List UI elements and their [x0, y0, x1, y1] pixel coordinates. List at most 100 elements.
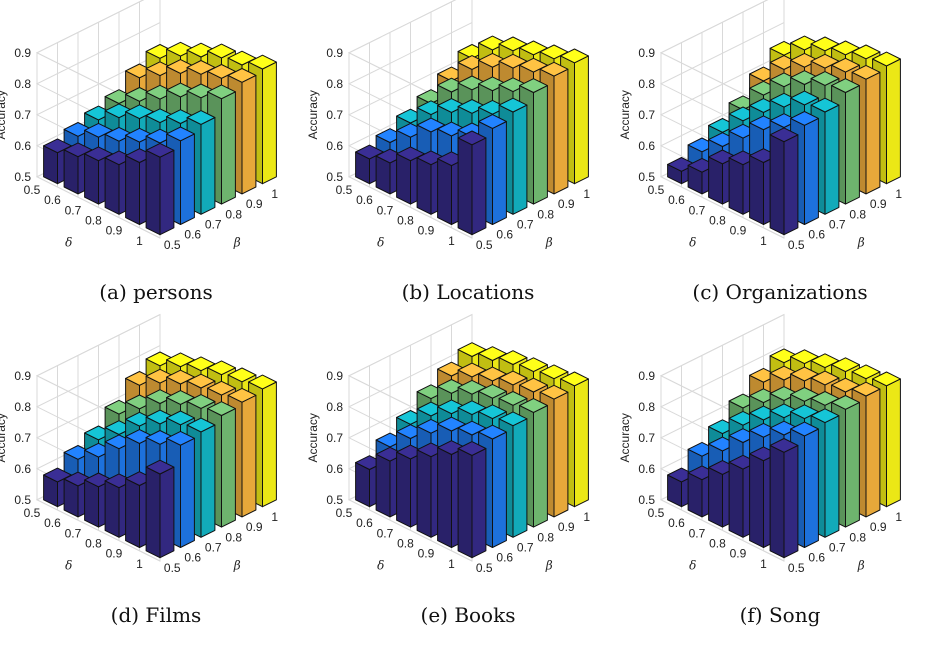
bar3d-chart-organizations: 0.50.60.70.80.9Accuracy10.90.80.70.60.5δ… [618, 0, 902, 252]
axes: 0.50.60.70.80.9Accuracy10.90.80.70.60.5δ… [618, 369, 902, 575]
bar-face-front [241, 394, 257, 518]
beta-axis-label: β [233, 236, 241, 250]
bar-face-front [533, 405, 548, 528]
z-tick-label: 0.7 [326, 108, 343, 122]
bar-face-top [457, 441, 487, 456]
bar-face-top [186, 394, 216, 409]
bar-face-top [560, 48, 589, 64]
z-axis-label: Accuracy [618, 413, 632, 462]
delta-tick-label: 0.5 [648, 506, 665, 520]
bar-face-front [492, 431, 507, 548]
chart-panel-films: 0.5 0.6 0.7 0.8 0.9 Accuracy 1 0.9 0.8 0.7 0.6 0.5 δ… [0, 313, 312, 646]
bar-face-top [186, 417, 216, 433]
bar-face-top [851, 381, 881, 397]
bar-face-front [221, 91, 236, 205]
z-tick-label: 0.7 [638, 108, 655, 122]
delta-tick-label: 0.9 [418, 547, 435, 561]
bar-face-left [396, 451, 411, 528]
z-tick-label: 0.5 [326, 170, 343, 184]
beta-axis-label: β [857, 559, 865, 573]
beta-tick-label: 0.6 [184, 551, 201, 565]
delta-tick-label: 0.9 [418, 224, 435, 238]
z-axis-label: Accuracy [306, 90, 320, 139]
beta-tick-label: 0.7 [517, 541, 534, 555]
bar-face-front [574, 378, 589, 508]
delta-tick-label: 0.9 [106, 224, 123, 238]
bar-face-front [886, 378, 901, 508]
axes: 0.50.60.70.80.9Accuracy10.90.80.70.60.5δ… [0, 46, 278, 252]
bar-0.5-1 [145, 142, 175, 236]
caption-song: (f) Song [739, 603, 821, 627]
bar-face-top [498, 391, 528, 406]
bar-face-top [790, 421, 819, 437]
delta-tick-label: 0.6 [668, 193, 685, 207]
bar-face-top [519, 78, 548, 93]
bar-0.5-1 [769, 127, 799, 236]
z-tick-label: 0.9 [326, 46, 343, 60]
bar-face-left [125, 478, 140, 548]
bar-face-left [728, 461, 744, 538]
z-tick-label: 0.5 [638, 170, 655, 184]
beta-tick-label: 0.5 [788, 561, 805, 575]
z-tick-label: 0.7 [14, 431, 31, 445]
bar-face-left [416, 449, 432, 538]
delta-tick-label: 1 [136, 234, 143, 248]
bar-0.5-1 [769, 438, 799, 559]
beta-tick-label: 0.6 [808, 228, 825, 242]
bar-face-left [355, 462, 370, 508]
z-tick-label: 0.8 [326, 77, 343, 91]
bar-face-front [804, 117, 819, 225]
bar-face-top [207, 360, 236, 376]
bar-face-top [560, 371, 589, 387]
bar-face-top [166, 430, 195, 446]
z-tick-label: 0.6 [638, 462, 655, 476]
beta-tick-label: 0.6 [496, 228, 513, 242]
bar-face-top [186, 110, 216, 125]
beta-tick-label: 0.6 [808, 551, 825, 565]
beta-tick-label: 0.9 [870, 520, 887, 534]
bar-face-left [437, 447, 452, 548]
delta-tick-label: 0.6 [668, 516, 685, 530]
z-tick-label: 0.9 [638, 46, 655, 60]
beta-tick-label: 0.9 [246, 520, 263, 534]
bar-face-top [478, 404, 507, 420]
chart-panel-organizations: 0.5 0.6 0.7 0.8 0.9 Accuracy 1 0.9 0.8 0.7 0.6 0.5 δ… [618, 0, 936, 323]
delta-tick-label: 0.9 [106, 547, 123, 561]
bar-face-left [708, 467, 723, 528]
bar-face-left [104, 480, 120, 538]
chart-panel-books: 0.5 0.6 0.7 0.8 0.9 Accuracy 1 0.9 0.8 0.7 0.6 0.5 δ… [306, 313, 624, 646]
beta-tick-label: 0.5 [476, 238, 493, 252]
bar-face-top [498, 411, 528, 427]
bar-face-front [783, 134, 799, 236]
bars [355, 35, 589, 236]
bar-face-front [824, 104, 840, 215]
bar-face-left [749, 155, 764, 225]
delta-axis-label: δ [377, 236, 384, 250]
z-tick-label: 0.6 [638, 139, 655, 153]
bar-face-front [824, 415, 840, 538]
bar-face-left [769, 134, 785, 236]
z-axis-label: Accuracy [0, 90, 8, 139]
bar-face-top [227, 387, 257, 403]
bar-face-front [200, 424, 216, 538]
bar-face-front [241, 74, 257, 195]
bar-face-front [845, 401, 860, 528]
bar-face-left [687, 472, 703, 518]
bar-face-top [519, 377, 548, 393]
beta-axis-label: β [545, 236, 553, 250]
bars [667, 348, 901, 559]
delta-tick-label: 0.6 [356, 516, 373, 530]
beta-tick-label: 1 [271, 187, 278, 201]
bar-face-top [810, 97, 840, 113]
delta-tick-label: 0.7 [689, 526, 706, 540]
delta-axis-label: δ [65, 559, 72, 573]
bar-face-top [851, 364, 881, 380]
bar-face-left [728, 157, 744, 215]
z-tick-label: 0.5 [326, 493, 343, 507]
bar-face-left [375, 453, 391, 518]
delta-tick-label: 0.8 [397, 214, 414, 228]
beta-tick-label: 0.7 [829, 541, 846, 555]
beta-tick-label: 0.9 [558, 197, 575, 211]
beta-axis-label: β [233, 559, 241, 573]
bar-face-front [262, 61, 277, 185]
